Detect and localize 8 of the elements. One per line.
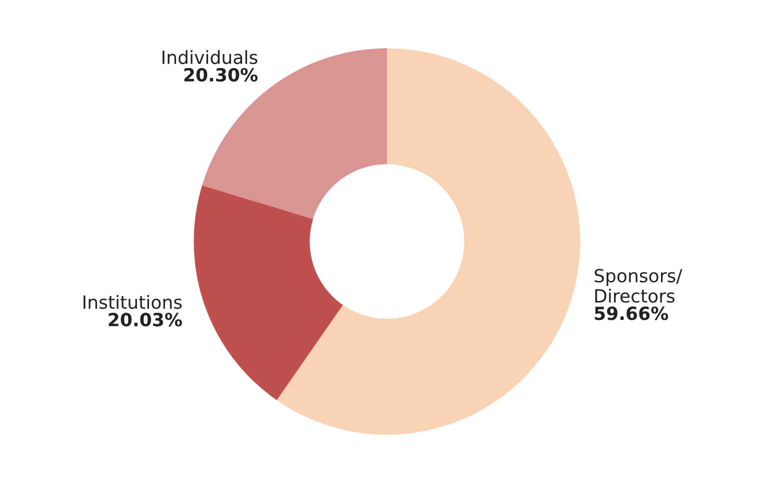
slice-label: Sponsors/ Directors	[594, 268, 682, 303]
data-label: 20.30%	[184, 68, 258, 82]
donut-slice	[276, 48, 580, 435]
slice-label: Individuals	[162, 50, 258, 64]
slice-label: Institutions	[84, 294, 182, 309]
donut-slice	[194, 185, 343, 400]
data-label: 20.03%	[108, 312, 182, 326]
data-label: 59.66%	[594, 306, 668, 320]
